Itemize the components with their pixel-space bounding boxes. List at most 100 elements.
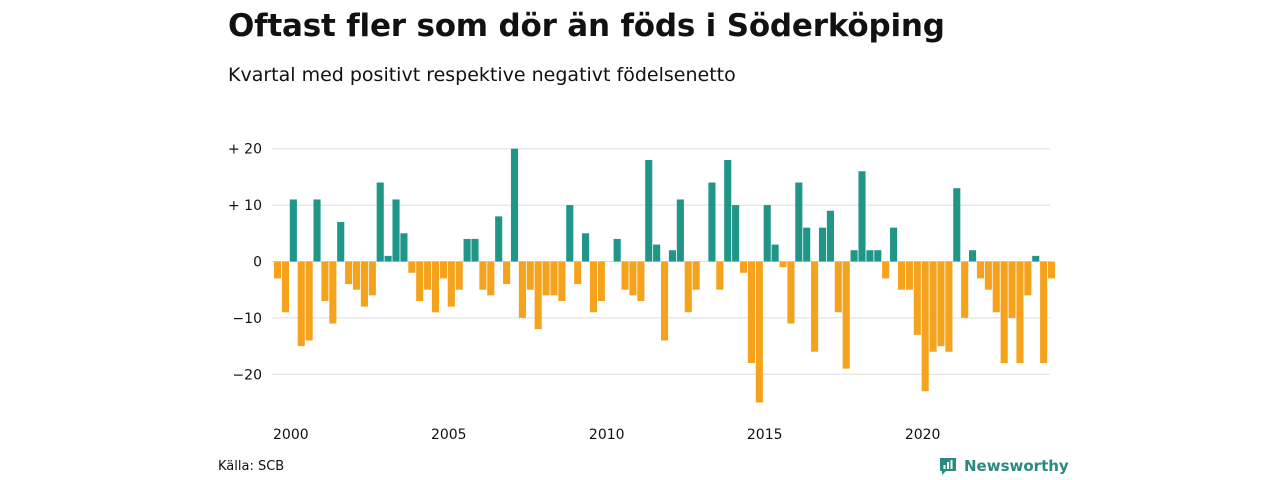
bar (400, 233, 408, 262)
bar (534, 261, 542, 330)
bar (305, 261, 313, 341)
bar (566, 205, 574, 262)
bar (645, 159, 653, 262)
bar (818, 227, 827, 262)
y-tick-label: −20 (232, 367, 262, 383)
newsworthy-logo-icon (940, 458, 956, 475)
bar (961, 261, 969, 318)
bar (984, 261, 992, 290)
bar (1032, 255, 1040, 262)
bar (779, 261, 787, 268)
bar (281, 261, 289, 313)
bar-chart: + 20 + 10 0 −10 −20 2000 2005 2010 2015 2020 (228, 142, 1056, 443)
bar (755, 261, 763, 403)
bar (439, 261, 447, 279)
bar (953, 188, 961, 262)
bar (542, 261, 550, 296)
bar (771, 244, 779, 262)
bar (471, 238, 479, 262)
source-note: Källa: SCB (218, 459, 285, 474)
x-tick-label: 2005 (431, 427, 467, 443)
bar (811, 261, 819, 352)
x-tick-label: 2000 (273, 427, 309, 443)
bars (274, 148, 1056, 403)
bar (558, 261, 566, 301)
bar (1008, 261, 1016, 318)
bar (392, 199, 400, 262)
bar (882, 261, 890, 279)
bar (479, 261, 487, 290)
bar (345, 261, 353, 285)
bar (510, 148, 519, 262)
bar (518, 261, 526, 318)
bar (747, 261, 755, 364)
bar (629, 261, 637, 296)
bar (289, 199, 297, 262)
bar (495, 216, 503, 262)
bar (352, 261, 361, 290)
bar (408, 261, 416, 273)
y-axis-tick-labels: + 20 + 10 0 −10 −20 (228, 142, 262, 384)
bar (661, 261, 669, 341)
bar (431, 261, 440, 313)
bar (368, 261, 376, 296)
bar (969, 250, 977, 262)
bar (589, 261, 598, 313)
bar (826, 210, 834, 262)
brand[interactable]: Newsworthy (938, 456, 1069, 476)
bar (503, 261, 511, 285)
bar (463, 238, 471, 262)
bar (874, 250, 882, 262)
bar (716, 261, 724, 290)
bar (313, 199, 321, 262)
bar (574, 261, 582, 285)
bar (1024, 261, 1032, 296)
bar (684, 261, 692, 313)
y-tick-label: 0 (253, 255, 262, 271)
bar (803, 227, 811, 262)
bar (992, 261, 1000, 313)
bar (1016, 261, 1024, 364)
bar (858, 171, 866, 262)
bar (842, 261, 850, 369)
y-tick-label: −10 (232, 311, 262, 327)
bar (834, 261, 842, 313)
bar (739, 261, 748, 273)
bar (653, 244, 661, 262)
bar (913, 261, 921, 335)
bar (787, 261, 795, 324)
bar (732, 205, 740, 262)
bar (526, 261, 534, 290)
bar (487, 261, 495, 296)
bar (447, 261, 455, 307)
y-tick-label: + 10 (228, 198, 262, 214)
brand-name: Newsworthy (964, 457, 1069, 475)
bar (329, 261, 337, 324)
bar (929, 261, 937, 352)
bar (890, 227, 898, 262)
bar (613, 238, 621, 262)
bar (455, 261, 463, 290)
bar (676, 199, 684, 262)
bar (297, 261, 305, 347)
bar (905, 261, 913, 290)
bar (921, 261, 929, 392)
bar (337, 222, 345, 262)
bar (724, 159, 732, 262)
bar (1048, 261, 1056, 279)
bar (976, 261, 985, 279)
bar (597, 261, 605, 301)
chart-subtitle: Kvartal med positivt respektive negativt… (228, 64, 736, 86)
bar (1040, 261, 1048, 364)
bar (937, 261, 945, 347)
bar (416, 261, 424, 301)
bar (384, 255, 392, 262)
bar (795, 182, 803, 262)
bar (668, 250, 676, 262)
x-tick-label: 2015 (747, 427, 783, 443)
bar (637, 261, 645, 301)
chart-title: Oftast fler som dör än föds i Söderköpin… (228, 8, 945, 44)
y-tick-label: + 20 (228, 142, 262, 158)
bar (945, 261, 953, 352)
x-tick-label: 2010 (589, 427, 625, 443)
